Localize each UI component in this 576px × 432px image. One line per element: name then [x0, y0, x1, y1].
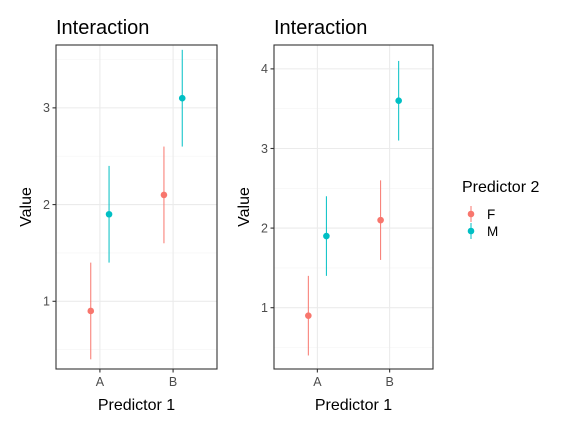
- y-tick-label: 1: [43, 295, 50, 309]
- y-tick-label: 2: [261, 221, 268, 235]
- legend-title: Predictor 2: [462, 179, 539, 196]
- plot-panel: 1 2 3 A B: [43, 44, 218, 389]
- chart-left: Interaction Value Predictor 1 1 2 3 A B: [18, 17, 218, 414]
- chart-title: Interaction: [56, 17, 149, 39]
- legend: Predictor 2 F M: [462, 179, 539, 239]
- x-axis-title: Predictor 1: [315, 397, 392, 414]
- y-tick-label: 2: [43, 198, 50, 212]
- panel-border: [55, 44, 218, 370]
- data-point: [178, 94, 186, 102]
- panel-border: [273, 44, 434, 370]
- x-tick-label: A: [313, 375, 322, 389]
- data-point: [105, 210, 113, 218]
- y-tick-label: 3: [43, 101, 50, 115]
- data-point: [87, 307, 95, 315]
- data-point: [305, 312, 312, 319]
- legend-key-point: [467, 227, 475, 235]
- y-tick-label: 4: [261, 62, 268, 76]
- x-tick-label: A: [96, 375, 105, 389]
- legend-label: F: [487, 207, 495, 222]
- x-tick-label: B: [385, 375, 393, 389]
- chart-title: Interaction: [274, 17, 367, 39]
- data-point: [160, 191, 168, 199]
- y-axis-title: Value: [18, 187, 35, 227]
- data-point: [323, 232, 330, 240]
- x-axis-title: Predictor 1: [98, 397, 175, 414]
- data-point: [377, 216, 384, 224]
- legend-item-f: F: [467, 206, 495, 222]
- y-axis-title: Value: [236, 187, 253, 227]
- y-tick-label: 3: [261, 142, 268, 156]
- x-tick-label: B: [169, 375, 177, 389]
- legend-key-point: [467, 210, 475, 218]
- y-tick-label: 1: [261, 301, 268, 315]
- legend-label: M: [487, 224, 498, 239]
- plot-panel: 1 2 3 4 A B: [261, 44, 434, 389]
- legend-item-m: M: [467, 223, 498, 239]
- chart-right: Interaction Value Predictor 1 1 2 3 4 A B: [236, 17, 434, 414]
- data-point: [395, 97, 402, 105]
